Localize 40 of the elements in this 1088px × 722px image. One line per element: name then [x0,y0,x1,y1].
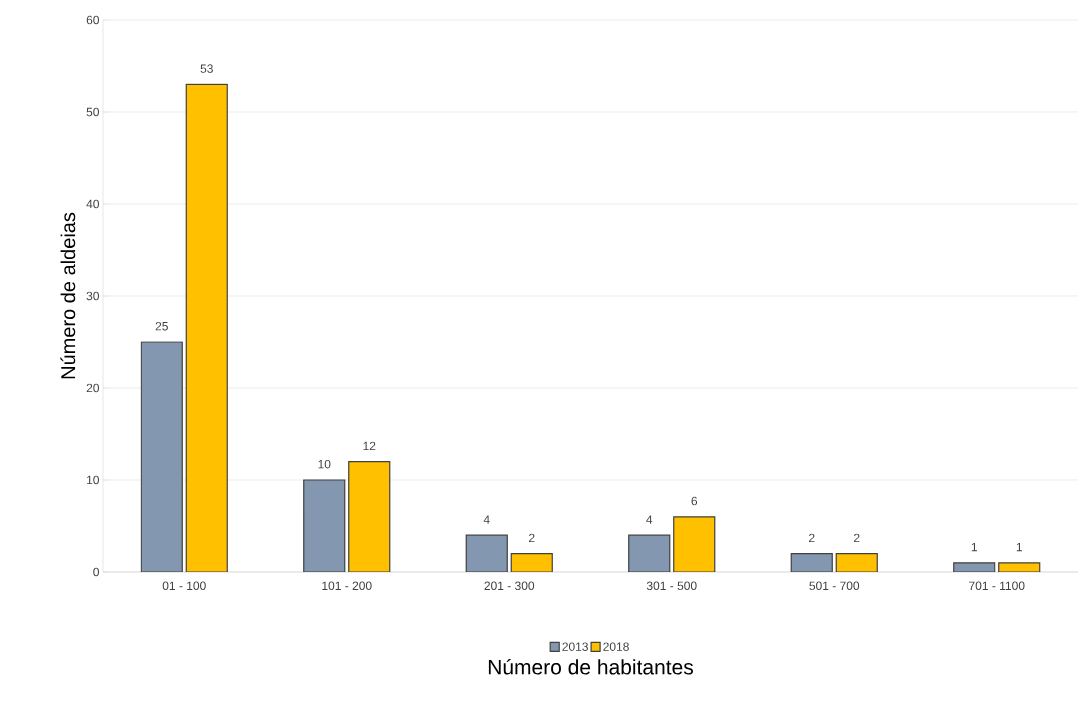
data-label: 1 [971,543,977,552]
y-tick-label: 60 [86,15,100,25]
data-label: 25 [155,321,168,331]
y-axis-title: Número de aldeias [60,212,76,379]
bar [185,83,228,572]
bar [953,562,996,572]
x-tick-label: 501 - 700 [809,581,860,591]
y-tick-label: 50 [86,107,100,117]
bar [465,534,508,572]
bar [790,552,833,572]
data-label: 4 [646,515,653,524]
data-label: 10 [318,459,331,469]
data-label: 12 [363,441,376,451]
data-label: 1 [1016,543,1022,552]
data-label: 2 [809,533,815,543]
data-label: 6 [691,496,698,506]
bar [348,460,391,572]
x-tick-label: 101 - 200 [322,581,372,591]
y-tick-label: 0 [93,567,100,577]
x-tick-label: 301 - 500 [646,581,697,591]
x-tick-label: 01 - 100 [162,581,206,591]
bar [673,516,716,572]
y-tick-label: 30 [86,291,100,301]
bar [835,552,878,572]
bar [303,479,346,572]
legend-label: 2018 [603,642,629,651]
bar [510,552,553,572]
y-tick-label: 10 [87,475,100,485]
data-label: 53 [200,64,213,73]
x-tick-label: 201 - 300 [484,581,535,591]
data-label: 2 [854,533,860,543]
bar [140,341,183,572]
x-axis-title: Número de habitantes [488,658,693,675]
data-label: 2 [529,533,535,543]
y-tick-label: 20 [86,383,100,393]
y-tick-label: 40 [86,199,100,209]
bar [628,534,671,572]
data-label: 4 [483,515,490,524]
legend-label: 2013 [562,642,588,651]
x-tick-label: 701 - 1100 [969,581,1025,591]
